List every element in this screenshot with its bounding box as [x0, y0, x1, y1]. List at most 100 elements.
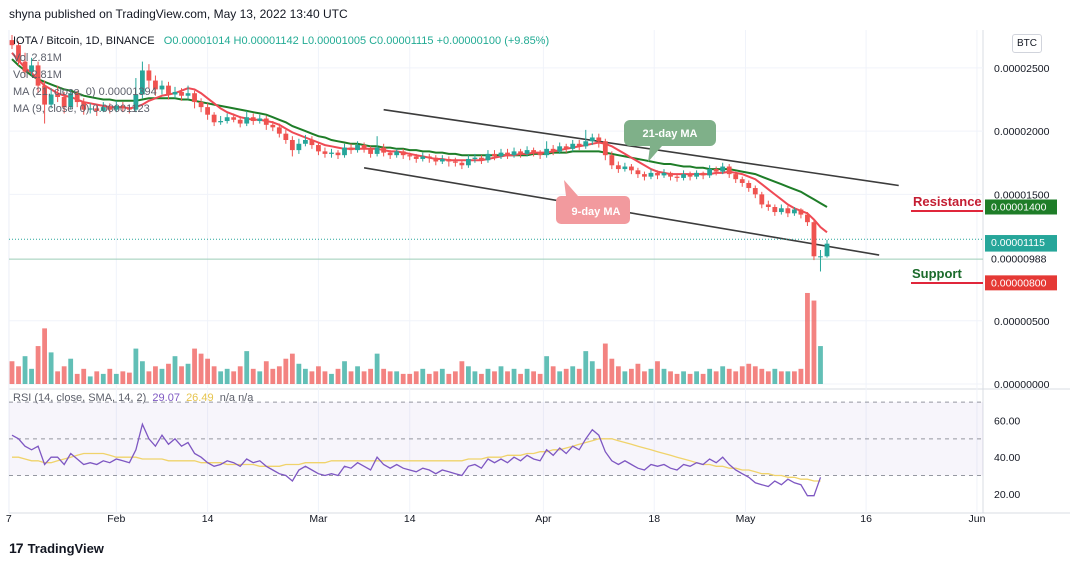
ma21-legend[interactable]: MA (21, close, 0) 0.00001394: [13, 86, 157, 98]
candle-body: [570, 143, 576, 149]
volume-bar: [198, 353, 204, 384]
candle-body: [746, 182, 752, 189]
volume-bar: [739, 366, 745, 384]
volume-bar: [707, 368, 713, 384]
candle-body: [48, 94, 54, 105]
candle-body: [61, 97, 67, 108]
candle-body: [576, 143, 582, 147]
candle-body: [818, 256, 823, 258]
candle-body: [368, 148, 373, 154]
candle-body: [531, 150, 536, 153]
price-tick-label: 0.00002500: [994, 63, 1050, 75]
ma9-callout-label: 9-day MA: [572, 206, 621, 218]
volume-bar: [283, 358, 289, 384]
candle-body: [192, 93, 197, 103]
volume-bar: [289, 353, 295, 384]
volume-bar: [400, 373, 406, 384]
candle-body: [140, 70, 145, 95]
candle-body: [622, 166, 628, 170]
candle-body: [707, 169, 713, 176]
currency-badge[interactable]: BTC: [1012, 34, 1042, 53]
candle-body: [752, 188, 758, 195]
ohlc-values: O0.00001014 H0.00001142 L0.00001005 C0.0…: [163, 35, 550, 47]
candle-body: [159, 85, 165, 90]
volume-bar: [100, 373, 106, 384]
candle-body: [289, 139, 295, 151]
volume-bar: [446, 373, 452, 384]
volume-bar: [159, 368, 165, 384]
volume-bar: [694, 371, 699, 384]
candle-body: [296, 143, 302, 151]
candle-body: [394, 151, 400, 156]
symbol-name[interactable]: IOTA / Bitcoin, 1D, BINANCE: [13, 35, 155, 47]
candle-body: [387, 152, 393, 156]
candle-body: [772, 207, 778, 213]
candle-body: [355, 145, 360, 151]
candle-body: [113, 105, 119, 110]
volume-bar: [342, 361, 347, 384]
volume-bar: [42, 328, 47, 384]
candle-body: [720, 166, 726, 172]
volume-bar: [518, 373, 523, 384]
candle-body: [231, 117, 237, 120]
volume-bar: [792, 371, 797, 384]
candle-body: [615, 165, 621, 170]
volume-legend[interactable]: Vol 2.81M: [13, 52, 62, 64]
ma9-legend[interactable]: MA (9, close, 0) 0.00001123: [13, 103, 150, 115]
volume-bar: [570, 366, 576, 384]
candle-body: [550, 148, 556, 152]
candle-body: [694, 172, 699, 177]
volume-bar: [270, 368, 276, 384]
candle-body: [361, 145, 367, 149]
volume-bar: [126, 372, 132, 384]
volume-bar: [74, 373, 80, 384]
volume-bar: [537, 373, 543, 384]
candle-body: [446, 158, 452, 162]
candle-body: [765, 204, 771, 207]
rsi-legend[interactable]: RSI (14, close, SMA, 14, 2): [13, 392, 147, 404]
candle-body: [172, 91, 178, 95]
candle-body: [179, 91, 184, 96]
candle-body: [824, 243, 830, 257]
volume-bar: [140, 361, 145, 384]
candle-body: [596, 137, 602, 142]
volume-bar: [452, 371, 458, 384]
volume-bar: [22, 356, 28, 384]
candle-body: [739, 179, 745, 183]
candle-body: [426, 156, 432, 158]
price-label-bg: [985, 199, 1057, 215]
volume-bar: [316, 366, 321, 384]
volume-bar: [166, 363, 171, 384]
volume-bar: [681, 371, 686, 384]
volume-bar: [94, 371, 100, 384]
volume-bar: [185, 363, 191, 384]
volume-bar: [752, 366, 758, 384]
candle-body: [505, 152, 510, 156]
volume-bar: [785, 371, 791, 384]
footer-brand[interactable]: 17 TradingView: [9, 540, 104, 556]
candle-body: [68, 93, 74, 108]
candle-body: [472, 157, 478, 159]
volume-bar: [426, 373, 432, 384]
volume-bar: [576, 368, 582, 384]
volume-bar: [524, 368, 530, 384]
volume-bar: [798, 368, 804, 384]
volume-bar: [668, 371, 673, 384]
volume-bar: [348, 371, 354, 384]
candle-body: [126, 108, 132, 110]
volume-bar: [746, 363, 752, 384]
volume-bar: [211, 366, 217, 384]
volume-bar: [61, 366, 67, 384]
price-axis-label: 0.00001400: [991, 202, 1047, 214]
candle-body: [518, 151, 523, 154]
candle-body: [655, 172, 660, 176]
candle-body: [544, 148, 550, 156]
volume-legend-2[interactable]: Vol 2.81M: [13, 69, 62, 81]
candle-body: [107, 107, 113, 110]
volume-bar: [439, 368, 445, 384]
volume-bar: [811, 300, 817, 384]
candle-body: [276, 127, 282, 134]
volume-bar: [244, 351, 250, 384]
candle-body: [792, 209, 797, 214]
